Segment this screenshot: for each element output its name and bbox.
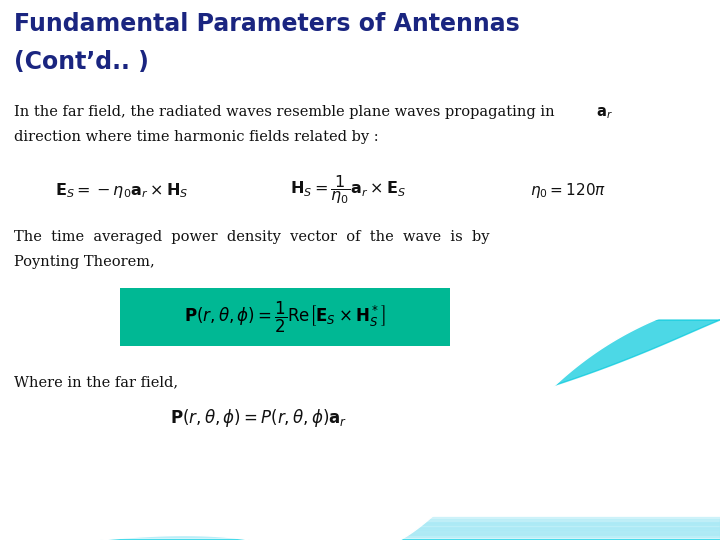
Text: $\mathbf{E}_S = -\eta_0\mathbf{a}_r \times \mathbf{H}_S$: $\mathbf{E}_S = -\eta_0\mathbf{a}_r \tim… [55,180,189,199]
Polygon shape [0,529,720,535]
Polygon shape [0,270,720,540]
Polygon shape [0,320,720,540]
Polygon shape [0,526,720,532]
Text: Fundamental Parameters of Antennas: Fundamental Parameters of Antennas [14,12,520,36]
Polygon shape [0,534,720,540]
FancyBboxPatch shape [120,288,450,346]
Text: Poynting Theorem,: Poynting Theorem, [14,255,155,269]
Text: $\mathbf{a}_r$: $\mathbf{a}_r$ [596,105,613,121]
Polygon shape [520,0,720,270]
Text: Where in the far field,: Where in the far field, [14,375,178,389]
Polygon shape [0,531,720,537]
Text: $\mathbf{P}(r,\theta,\phi)= P(r,\theta,\phi)\mathbf{a}_r$: $\mathbf{P}(r,\theta,\phi)= P(r,\theta,\… [170,407,347,429]
Text: The  time  averaged  power  density  vector  of  the  wave  is  by: The time averaged power density vector o… [14,230,490,244]
Text: $\eta_0 = 120\pi$: $\eta_0 = 120\pi$ [530,180,606,199]
Text: direction where time harmonic fields related by :: direction where time harmonic fields rel… [14,130,379,144]
Polygon shape [0,522,720,528]
Text: In the far field, the radiated waves resemble plane waves propagating in: In the far field, the radiated waves res… [14,105,559,119]
Text: $\mathbf{P}(r,\theta,\phi)=\dfrac{1}{2}\mathrm{Re}\left[\mathbf{E}_S \times \mat: $\mathbf{P}(r,\theta,\phi)=\dfrac{1}{2}\… [184,299,386,335]
Polygon shape [0,517,720,523]
Polygon shape [0,519,720,525]
Text: $\mathbf{H}_S = \dfrac{1}{\eta_0}\mathbf{a}_r \times \mathbf{E}_S$: $\mathbf{H}_S = \dfrac{1}{\eta_0}\mathbf… [290,173,406,206]
Polygon shape [0,524,720,530]
Text: (Cont’d.. ): (Cont’d.. ) [14,50,149,74]
